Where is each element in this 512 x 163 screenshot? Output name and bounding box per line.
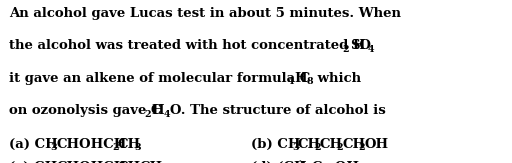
Text: An alcohol gave Lucas test in about 5 minutes. When: An alcohol gave Lucas test in about 5 mi…: [9, 7, 401, 20]
Text: 3: 3: [292, 143, 299, 152]
Text: CH: CH: [298, 138, 321, 151]
Text: 2: 2: [112, 143, 119, 152]
Text: (a) CH: (a) CH: [9, 138, 58, 151]
Text: 3: 3: [134, 143, 141, 152]
Text: CHOHCH: CHOHCH: [56, 161, 126, 163]
Text: (d) (CH: (d) (CH: [251, 161, 307, 163]
Text: which: which: [313, 72, 361, 85]
Text: (b) CH: (b) CH: [251, 138, 301, 151]
Text: it gave an alkene of molecular formula C: it gave an alkene of molecular formula C: [9, 72, 310, 85]
Text: 4: 4: [288, 77, 294, 86]
Text: OH: OH: [364, 138, 388, 151]
Text: CH: CH: [140, 161, 163, 163]
Text: CH: CH: [320, 138, 343, 151]
Text: 2: 2: [314, 143, 321, 152]
Text: 4: 4: [163, 110, 170, 119]
Text: the alcohol was treated with hot concentrated H: the alcohol was treated with hot concent…: [9, 39, 366, 52]
Text: CH: CH: [118, 138, 141, 151]
Text: 4: 4: [368, 45, 374, 54]
Text: CH: CH: [342, 138, 365, 151]
Text: H: H: [152, 104, 164, 117]
Text: 8: 8: [306, 77, 313, 86]
Text: 2: 2: [336, 143, 343, 152]
Text: 2: 2: [144, 110, 151, 119]
Text: CHOHCH: CHOHCH: [56, 138, 126, 151]
Text: CH: CH: [118, 161, 141, 163]
Text: ): ): [298, 161, 305, 163]
Text: on ozonolysis gave C: on ozonolysis gave C: [9, 104, 162, 117]
Text: 3: 3: [51, 143, 57, 152]
Text: SO: SO: [350, 39, 371, 52]
Text: H: H: [295, 72, 307, 85]
Text: (c) CH: (c) CH: [9, 161, 57, 163]
Text: 2: 2: [358, 143, 365, 152]
Text: O. The structure of alcohol is: O. The structure of alcohol is: [170, 104, 386, 117]
Text: C—OH: C—OH: [311, 161, 359, 163]
Text: 2: 2: [342, 45, 349, 54]
